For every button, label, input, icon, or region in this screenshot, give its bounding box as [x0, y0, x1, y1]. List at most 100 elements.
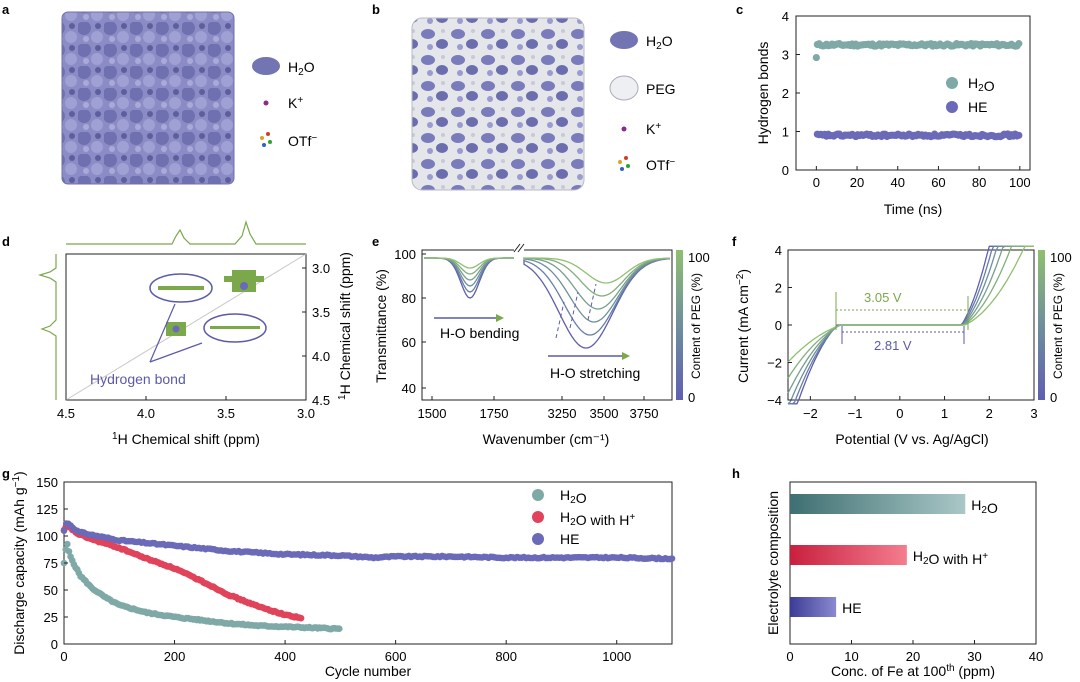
- x-tick-label: −2: [803, 406, 818, 421]
- panel-label-e: e: [372, 234, 379, 249]
- legend-a-h2o: H2O: [288, 59, 315, 78]
- y-tick-label: 0: [51, 637, 58, 652]
- legend-marker: [532, 533, 544, 545]
- y-tick-label: 2: [775, 281, 782, 296]
- y-tick-label: 3: [782, 48, 789, 63]
- x-tick-label: 400: [274, 649, 296, 664]
- x-tick-label: 20: [906, 649, 920, 664]
- legend-b-k: K+: [646, 121, 661, 137]
- hbond-ellipse-bottom: [203, 313, 267, 343]
- ftir-frame: [421, 249, 673, 401]
- y-tick-label: 75: [44, 556, 58, 571]
- data-point: [60, 527, 68, 534]
- y-axis-label: Hydrogen bonds: [755, 42, 771, 145]
- series-h2o: [60, 540, 343, 633]
- bar-h2o: [790, 494, 966, 514]
- ftir-stretching-curve: [523, 257, 671, 284]
- ftir-colorbar-label: Content of PEG (%): [689, 273, 703, 379]
- ftir-ylabel: Transmittance (%): [373, 269, 389, 383]
- ftir-stretching-curve: [523, 257, 671, 310]
- nmr-ticks: 4.5 4.0 3.5 3.0 3.0 3.5 4.0 4.5: [57, 261, 330, 421]
- md-snapshot-he: [411, 17, 585, 191]
- y-tick-label: 25: [44, 610, 58, 625]
- nmr-xlabel: 1H Chemical shift (ppm): [112, 431, 260, 447]
- y-tick-label: 100: [36, 529, 58, 544]
- y-axis-label: Electrolyte composition: [765, 491, 781, 635]
- legend-label: HE: [968, 99, 987, 115]
- hbond-annotation: Hydrogen bond: [90, 371, 186, 387]
- x-tick-label: 0: [896, 406, 903, 421]
- bar-h2o-with-h-: [790, 545, 907, 565]
- data-point: [336, 625, 343, 632]
- ftir-bending-curve: [424, 257, 514, 275]
- ftir-bending-curve: [424, 257, 514, 281]
- data-point: [1015, 131, 1023, 139]
- y-axis-label: Discharge capacity (mAh g−1): [11, 471, 27, 654]
- panel-b: b H2O PEG K+ OTf−: [372, 2, 676, 191]
- lsv-xlabel: Potential (V vs. Ag/AgCl): [835, 431, 988, 447]
- x-tick-label: 3.0: [297, 406, 315, 421]
- panel-h: h H2O H2O with H+ HE 0 10 20 30 40 Conc. of Fe at…: [732, 466, 1043, 679]
- hbond-ellipse-top: [149, 273, 213, 303]
- bar-he: [790, 597, 837, 617]
- legend-marker: [946, 101, 958, 113]
- ftir-bending-curve: [424, 257, 514, 287]
- panel-label-c: c: [736, 2, 743, 17]
- x-tick-label: 1500: [418, 406, 447, 421]
- y-tick-label: 1: [782, 125, 789, 140]
- nmr-2d-frame: [65, 253, 307, 401]
- data-point: [1015, 40, 1023, 48]
- x-tick-label: 1000: [602, 649, 631, 664]
- potassium-dot-icon: [621, 126, 627, 132]
- md-snapshot-water: [61, 11, 235, 185]
- y-tick-label: 3.5: [312, 305, 330, 320]
- nmr-side-spectrum: [37, 254, 57, 400]
- lsv-colorbar: [1038, 250, 1045, 400]
- ftir-xlabel: Wavenumber (cm⁻¹): [483, 431, 610, 447]
- y-tick-label: 2: [782, 86, 789, 101]
- y-tick-label: 4.5: [312, 393, 330, 408]
- ftir-bending-curve: [424, 257, 514, 269]
- lsv-curve: [787, 245, 1034, 394]
- x-tick-label: 0: [786, 649, 793, 664]
- panel-d: d Hydrogen bond 4.5 4.0 3.5 3.03.03.54.04.5…: [2, 219, 353, 447]
- x-axis-label: Conc. of Fe at 100th (ppm): [831, 663, 995, 679]
- x-tick-label: 0: [60, 649, 67, 664]
- y-tick-label: 125: [36, 502, 58, 517]
- ftir-bending-curve: [424, 257, 514, 293]
- otf-molecule-icon: [618, 156, 630, 171]
- x-tick-label: 0: [813, 175, 820, 190]
- x-tick-label: 3.5: [217, 406, 235, 421]
- data-point: [812, 53, 820, 62]
- lsv-curve: [787, 245, 1034, 363]
- legend-label: HE: [560, 531, 579, 547]
- panel-label-g: g: [2, 466, 10, 481]
- y-tick-label: 4: [782, 9, 789, 24]
- x-tick-label: 4.5: [57, 406, 75, 421]
- x-tick-label: 3500: [590, 406, 619, 421]
- legend-marker: [946, 77, 958, 89]
- x-tick-label: 2: [986, 406, 993, 421]
- ftir-stretching-label: H-O stretching: [550, 365, 640, 381]
- ftir-bending-label: H-O bending: [440, 325, 519, 341]
- y-tick-label: 60: [402, 335, 416, 350]
- x-tick-label: 200: [164, 649, 186, 664]
- panel-c: c H2O HE 0 20 40 60 80 100 0 1 2 3 4 Time (ns) Hydrogen…: [736, 2, 1031, 217]
- data-point: [668, 555, 676, 562]
- x-tick-label: 1750: [480, 406, 509, 421]
- y-tick-label: 0: [782, 163, 789, 178]
- x-tick-label: 1: [941, 406, 948, 421]
- lsv-curves: [787, 245, 1034, 405]
- x-tick-label: 3750: [630, 406, 659, 421]
- x-tick-label: 40: [1029, 649, 1043, 664]
- y-tick-label: −2: [767, 356, 782, 371]
- data-point: [297, 614, 305, 622]
- peg-cloud-icon: [609, 75, 639, 101]
- x-axis-label: Cycle number: [325, 663, 412, 679]
- lsv-colorbar-label: Content of PEG (%): [1051, 273, 1065, 379]
- panel-label-b: b: [372, 2, 380, 17]
- legend-b-otf: OTf−: [646, 157, 675, 173]
- x-tick-label: 3: [1030, 406, 1037, 421]
- panel-g: g H2O H2O with H+ HE 0 200 400 600 800 1000 0 25 50 7…: [2, 466, 676, 679]
